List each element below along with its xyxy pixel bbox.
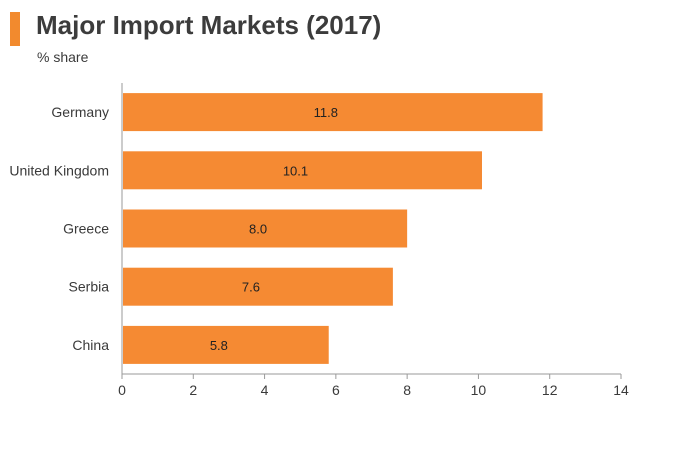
bar-greece	[123, 209, 408, 248]
x-tick-label: 8	[403, 382, 411, 398]
bar-value-label: 7.6	[242, 280, 260, 295]
x-tick-label: 4	[261, 382, 269, 398]
bar-germany	[123, 93, 543, 132]
bar-value-label: 11.8	[314, 105, 338, 120]
category-label: China	[72, 337, 109, 353]
x-tick-label: 2	[189, 382, 197, 398]
chart-subtitle: % share	[37, 49, 89, 65]
bar-value-label: 5.8	[210, 338, 228, 353]
bar-value-label: 8.0	[249, 222, 267, 237]
bar-value-label: 10.1	[283, 163, 308, 178]
bar-united-kingdom	[123, 151, 482, 190]
chart-title: Major Import Markets (2017)	[36, 10, 382, 40]
x-tick-label: 10	[471, 382, 487, 398]
category-label: United Kingdom	[9, 162, 109, 178]
x-tick-label: 14	[613, 382, 629, 398]
x-tick-label: 12	[542, 382, 558, 398]
bar-china	[123, 325, 329, 364]
category-label: Germany	[51, 104, 109, 120]
category-label: Greece	[63, 221, 109, 237]
category-label: Serbia	[69, 279, 110, 295]
bar-serbia	[123, 267, 393, 306]
title-accent-bar	[10, 12, 20, 46]
x-tick-label: 0	[118, 382, 126, 398]
x-tick-label: 6	[332, 382, 340, 398]
